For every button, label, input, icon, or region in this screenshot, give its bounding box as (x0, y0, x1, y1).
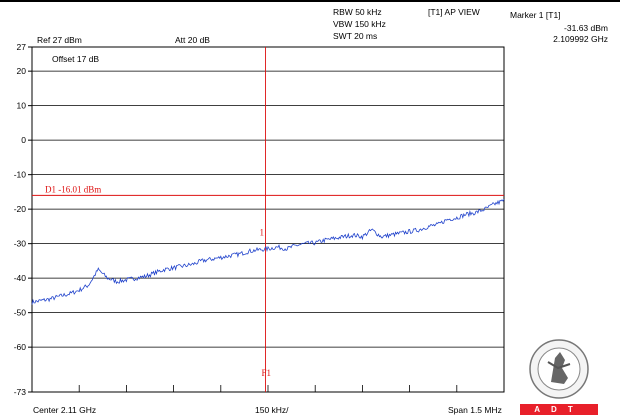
attenuation: Att 20 dB (175, 35, 210, 45)
y-tick-label: -73 (14, 387, 27, 397)
spectrum-trace (31, 199, 505, 305)
bureau-veritas-logo (529, 339, 589, 399)
rbw-label: RBW 50 kHz (333, 7, 382, 17)
swt-label: SWT 20 ms (333, 31, 378, 41)
frequency-line-label: F1 (261, 368, 271, 378)
y-tick-label: -60 (14, 342, 27, 352)
y-tick-label: -40 (14, 273, 27, 283)
y-tick-label: 0 (21, 135, 26, 145)
ref-level: Ref 27 dBm (37, 35, 82, 45)
y-tick-label: 27 (17, 42, 27, 52)
y-tick-label: 10 (17, 101, 27, 111)
marker-1-label: 1 (259, 227, 264, 237)
span-label: Span 1.5 MHz (448, 405, 502, 415)
y-tick-label: 20 (17, 66, 27, 76)
display-line-label: D1 -16.01 dBm (45, 184, 101, 194)
center-frequency: Center 2.11 GHz (33, 405, 97, 415)
plot-frame (31, 46, 505, 393)
view-label: [T1] AP VIEW (428, 7, 480, 17)
y-tick-label: -30 (14, 239, 27, 249)
y-tick-label: -50 (14, 308, 27, 318)
vbw-label: VBW 150 kHz (333, 19, 386, 29)
marker-level: -31.63 dBm (564, 23, 608, 33)
marker-title: Marker 1 [T1] (510, 10, 561, 20)
span-per-division: 150 kHz/ (255, 405, 289, 415)
marker-frequency: 2.109992 GHz (553, 34, 608, 44)
offset-label: Offset 17 dB (52, 54, 100, 64)
y-tick-label: -20 (14, 204, 27, 214)
adt-label: ADT (520, 404, 598, 415)
top-border (0, 0, 620, 2)
y-tick-label: -10 (14, 170, 27, 180)
